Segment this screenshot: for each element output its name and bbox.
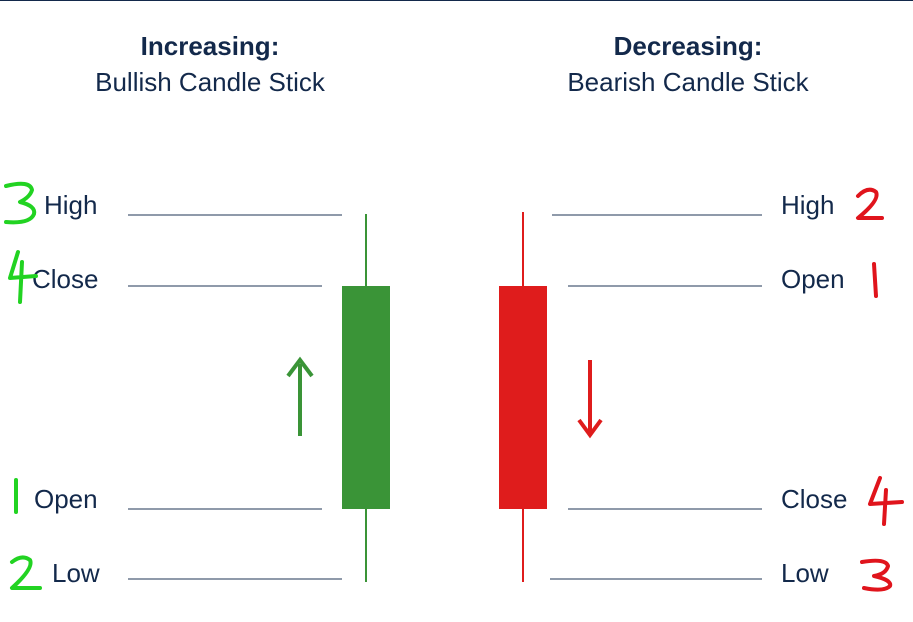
handwritten-3-right (860, 558, 893, 592)
down-arrow-icon (577, 360, 603, 439)
handwritten-2-right (856, 187, 884, 220)
bullish-candle-body (342, 286, 390, 509)
bullish-label-close: Close (32, 264, 99, 294)
bearish-candle-body (499, 286, 547, 509)
bearish-guide-open (568, 285, 762, 287)
bullish-guide-high (128, 214, 342, 216)
handwritten-1-right (872, 262, 878, 298)
bullish-guide-close (128, 285, 322, 287)
bearish-title-block: Decreasing: Bearish Candle Stick (508, 28, 868, 100)
handwritten-2-left (10, 555, 42, 590)
bearish-guide-low (550, 578, 762, 580)
bearish-title: Decreasing: (613, 31, 763, 61)
bullish-guide-open (128, 508, 322, 510)
bullish-label-high: High (44, 190, 98, 220)
handwritten-4-left (8, 250, 38, 304)
bearish-guide-high (552, 214, 762, 216)
bearish-label-close: Close (781, 484, 848, 514)
bearish-label-open: Open (781, 264, 845, 294)
bullish-subtitle: Bullish Candle Stick (95, 67, 325, 97)
handwritten-4-right (868, 476, 904, 526)
bullish-guide-low (128, 578, 342, 580)
bullish-label-open: Open (34, 484, 98, 514)
bearish-subtitle: Bearish Candle Stick (567, 67, 809, 97)
bearish-label-low: Low (781, 558, 829, 588)
bullish-title: Increasing: (140, 31, 280, 61)
up-arrow-icon (286, 356, 314, 436)
handwritten-3-left (4, 181, 37, 225)
bearish-guide-close (568, 508, 762, 510)
bullish-label-low: Low (52, 558, 100, 588)
bullish-title-block: Increasing: Bullish Candle Stick (30, 28, 390, 100)
bearish-label-high: High (781, 190, 835, 220)
top-border (0, 0, 913, 1)
